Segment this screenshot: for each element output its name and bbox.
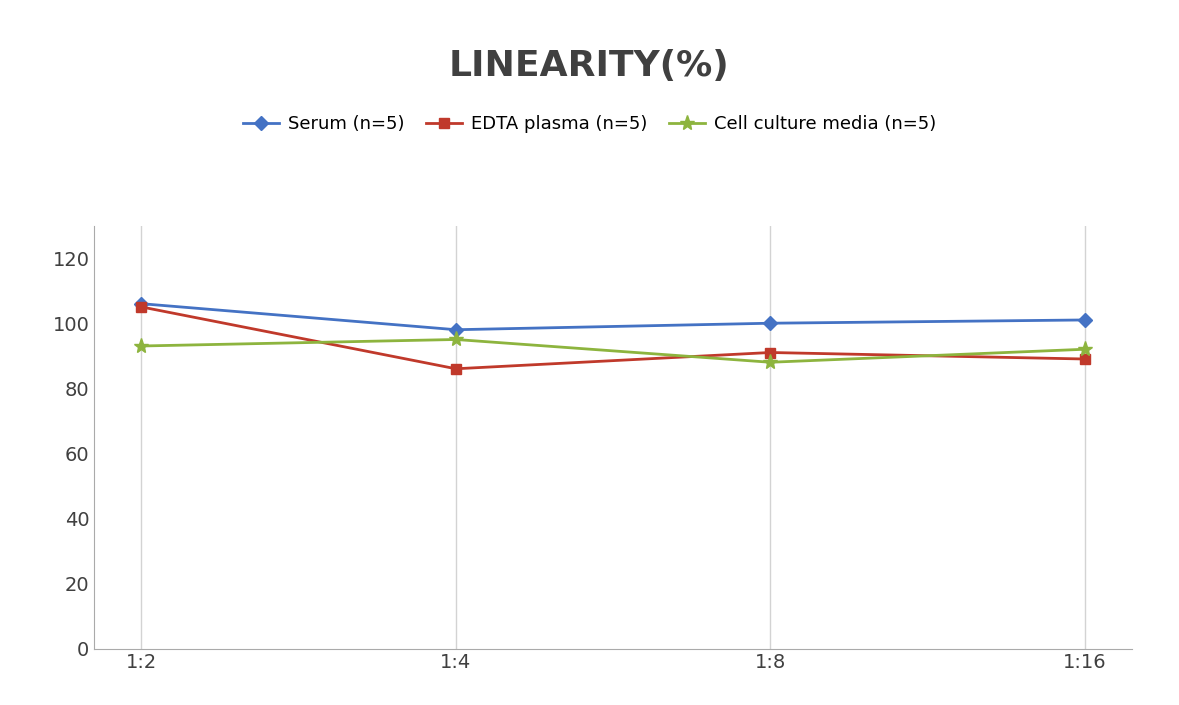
Text: LINEARITY(%): LINEARITY(%) [449,49,730,83]
Legend: Serum (n=5), EDTA plasma (n=5), Cell culture media (n=5): Serum (n=5), EDTA plasma (n=5), Cell cul… [236,108,943,140]
